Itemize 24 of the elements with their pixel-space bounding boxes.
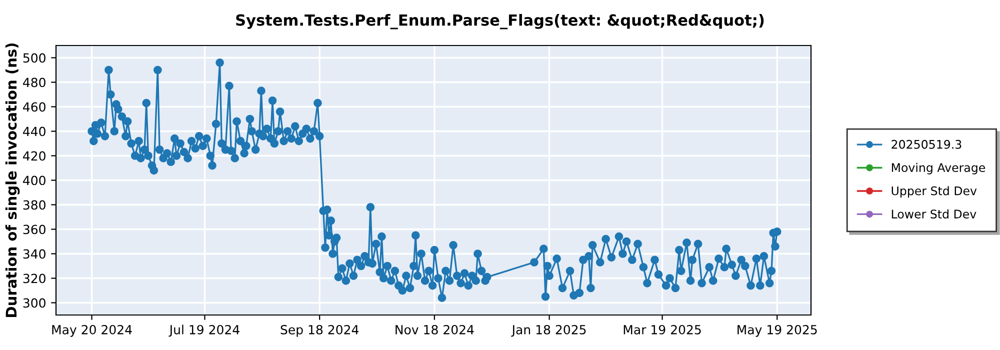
- y-tick-label: 380: [23, 200, 46, 210]
- y-tick-label: 300: [23, 298, 46, 308]
- y-tick-label: 480: [23, 78, 46, 88]
- x-tick-label: Jan 18 2025: [511, 324, 586, 337]
- x-tick-label: Jul 19 2024: [168, 324, 240, 337]
- legend-label: Moving Average: [892, 162, 986, 174]
- y-tick-label: 320: [23, 274, 46, 284]
- y-tick-label: 340: [23, 249, 46, 259]
- y-tick-label: 440: [23, 126, 46, 136]
- y-tick-label: 460: [23, 102, 46, 112]
- legend-label: 20250519.3: [892, 140, 962, 149]
- y-tick-label: 360: [23, 224, 46, 234]
- x-tick-label: Nov 18 2024: [396, 324, 474, 334]
- x-tick-label: May 19 2025: [738, 324, 817, 337]
- chart-title: System.Tests.Perf_Enum.Parse_Flags(text: &quot;Red&quot;): [236, 14, 764, 30]
- x-tick-label: Mar 19 2025: [624, 324, 701, 334]
- x-tick-label: May 20 2024: [52, 324, 132, 337]
- y-tick-label: 500: [23, 53, 46, 63]
- y-tick-label: 400: [23, 176, 46, 186]
- y-axis-title: Duration of single invocation (ns): [5, 43, 20, 317]
- x-tick-label: Sep 18 2024: [280, 324, 358, 337]
- legend-label: Upper Std Dev: [892, 186, 977, 198]
- y-tick-label: 420: [23, 151, 46, 161]
- legend-label: Lower Std Dev: [892, 209, 976, 219]
